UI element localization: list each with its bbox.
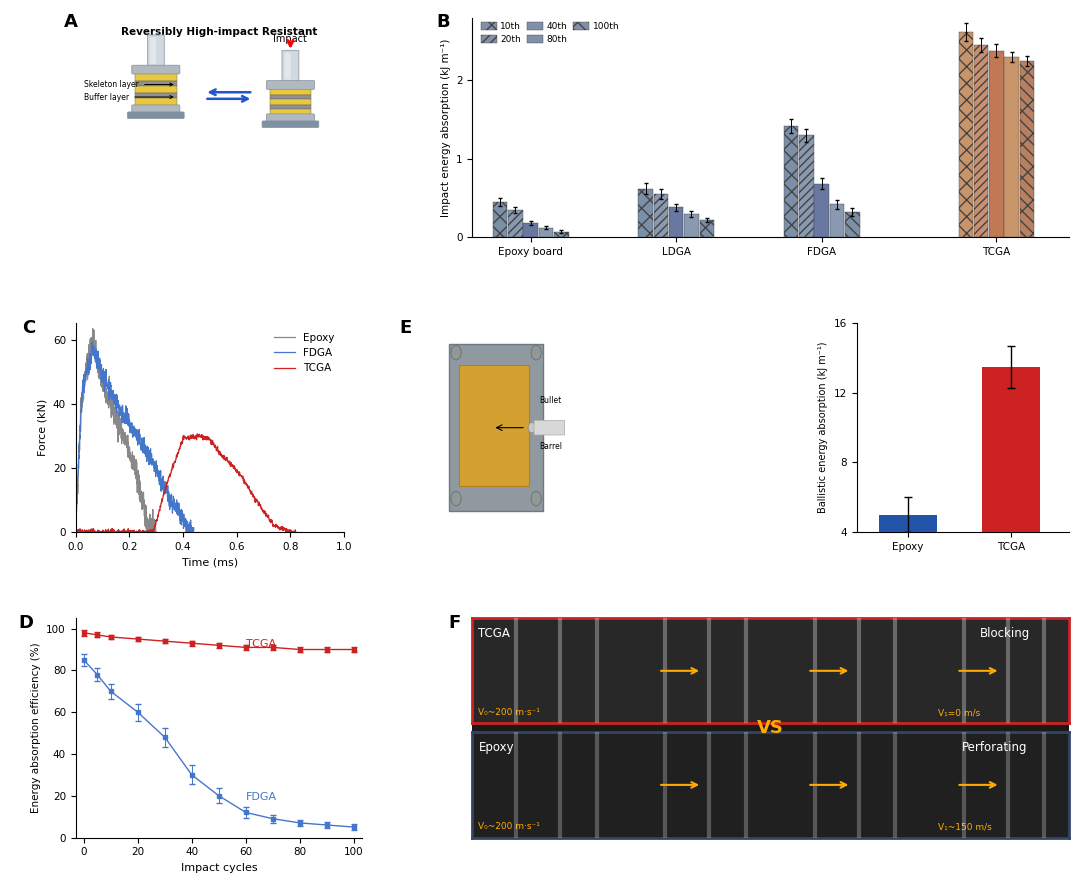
Text: Buffer layer: Buffer layer bbox=[84, 93, 173, 102]
TCGA bbox=[198, 432, 211, 443]
TCGA bbox=[259, 511, 272, 521]
Text: TCGA: TCGA bbox=[246, 640, 276, 650]
FDGA bbox=[148, 465, 161, 476]
FancyBboxPatch shape bbox=[135, 94, 176, 98]
Epoxy bbox=[135, 488, 148, 499]
TCGA bbox=[69, 527, 82, 537]
Bar bbox=[669, 208, 684, 237]
FDGA bbox=[139, 439, 152, 450]
Bar bbox=[638, 189, 653, 237]
FancyBboxPatch shape bbox=[135, 73, 176, 81]
FancyBboxPatch shape bbox=[270, 109, 311, 115]
Legend: 10th, 20th, 40th, 80th, 100th: 10th, 20th, 40th, 80th, 100th bbox=[477, 18, 623, 48]
FancyBboxPatch shape bbox=[135, 86, 176, 94]
FancyBboxPatch shape bbox=[127, 112, 185, 119]
TCGA bbox=[237, 474, 249, 485]
FDGA bbox=[187, 525, 200, 535]
Text: C: C bbox=[22, 319, 36, 338]
Bar bbox=[784, 126, 798, 237]
Bar bbox=[1004, 57, 1020, 237]
TCGA bbox=[289, 527, 302, 537]
TCGA bbox=[69, 526, 82, 536]
Legend: Epoxy, FDGA, TCGA: Epoxy, FDGA, TCGA bbox=[270, 329, 339, 378]
X-axis label: Impact cycles: Impact cycles bbox=[180, 862, 257, 873]
TCGA bbox=[210, 446, 222, 456]
Text: F: F bbox=[448, 614, 461, 632]
Text: Impact: Impact bbox=[273, 34, 308, 45]
Bar bbox=[700, 220, 714, 237]
Epoxy bbox=[118, 427, 131, 437]
Bar bbox=[829, 204, 845, 237]
FancyBboxPatch shape bbox=[135, 98, 176, 106]
FancyBboxPatch shape bbox=[132, 65, 180, 74]
FDGA bbox=[91, 360, 104, 371]
Bar bbox=[492, 202, 508, 237]
Line: Epoxy: Epoxy bbox=[76, 329, 157, 532]
Bar bbox=[799, 135, 813, 237]
Epoxy bbox=[69, 523, 82, 534]
Bar bbox=[508, 209, 523, 237]
Bar bbox=[524, 223, 538, 237]
FancyBboxPatch shape bbox=[132, 105, 180, 114]
FDGA bbox=[159, 489, 172, 500]
Epoxy bbox=[108, 411, 121, 421]
FancyBboxPatch shape bbox=[262, 121, 319, 127]
Text: A: A bbox=[64, 13, 78, 31]
Bar bbox=[879, 514, 937, 532]
FDGA bbox=[179, 527, 192, 537]
FancyBboxPatch shape bbox=[267, 114, 314, 123]
Bar bbox=[989, 51, 1003, 237]
Bar bbox=[653, 194, 669, 237]
Text: Skeleton layer: Skeleton layer bbox=[84, 80, 173, 89]
TCGA bbox=[203, 434, 216, 445]
FancyBboxPatch shape bbox=[270, 94, 311, 99]
FDGA bbox=[85, 337, 98, 347]
FancyBboxPatch shape bbox=[147, 35, 164, 67]
FDGA bbox=[123, 415, 136, 426]
Y-axis label: Impact energy absorption (kJ m⁻¹): Impact energy absorption (kJ m⁻¹) bbox=[441, 38, 450, 217]
Line: TCGA: TCGA bbox=[76, 434, 296, 532]
Bar bbox=[974, 45, 988, 237]
FancyBboxPatch shape bbox=[267, 80, 314, 89]
Epoxy bbox=[108, 409, 121, 420]
Epoxy bbox=[148, 519, 161, 530]
Line: FDGA: FDGA bbox=[76, 342, 193, 532]
Bar bbox=[685, 214, 699, 237]
Epoxy bbox=[113, 429, 126, 439]
FancyBboxPatch shape bbox=[270, 88, 311, 94]
Text: B: B bbox=[436, 13, 450, 31]
Text: D: D bbox=[18, 614, 33, 632]
Y-axis label: Ballistic energy absorption (kJ m⁻¹): Ballistic energy absorption (kJ m⁻¹) bbox=[818, 342, 828, 513]
FancyBboxPatch shape bbox=[284, 53, 291, 79]
Bar bbox=[554, 232, 568, 237]
FancyBboxPatch shape bbox=[150, 37, 156, 64]
Epoxy bbox=[140, 527, 153, 537]
FancyBboxPatch shape bbox=[270, 104, 311, 109]
FancyBboxPatch shape bbox=[135, 81, 176, 86]
Bar bbox=[1020, 61, 1035, 237]
Text: E: E bbox=[400, 319, 411, 338]
Bar bbox=[982, 367, 1040, 532]
Text: Reversibly High-impact Resistant: Reversibly High-impact Resistant bbox=[121, 27, 318, 37]
Text: FDGA: FDGA bbox=[246, 792, 276, 802]
TCGA bbox=[83, 527, 96, 537]
FDGA bbox=[69, 522, 82, 533]
Bar bbox=[959, 32, 973, 237]
TCGA bbox=[191, 429, 204, 439]
Bar bbox=[845, 212, 860, 237]
Y-axis label: Energy absorption efficiency (%): Energy absorption efficiency (%) bbox=[30, 642, 41, 813]
FancyBboxPatch shape bbox=[282, 50, 299, 82]
X-axis label: Time (ms): Time (ms) bbox=[181, 557, 238, 568]
FDGA bbox=[99, 377, 112, 388]
Bar bbox=[814, 184, 829, 237]
FancyBboxPatch shape bbox=[270, 99, 311, 104]
Bar bbox=[539, 228, 553, 237]
Text: VS: VS bbox=[757, 719, 784, 737]
Epoxy bbox=[86, 323, 99, 334]
Y-axis label: Force (kN): Force (kN) bbox=[37, 399, 48, 456]
Epoxy bbox=[150, 527, 163, 537]
